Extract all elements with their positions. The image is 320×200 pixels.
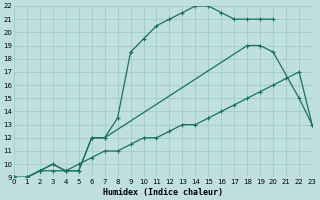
- X-axis label: Humidex (Indice chaleur): Humidex (Indice chaleur): [103, 188, 223, 197]
